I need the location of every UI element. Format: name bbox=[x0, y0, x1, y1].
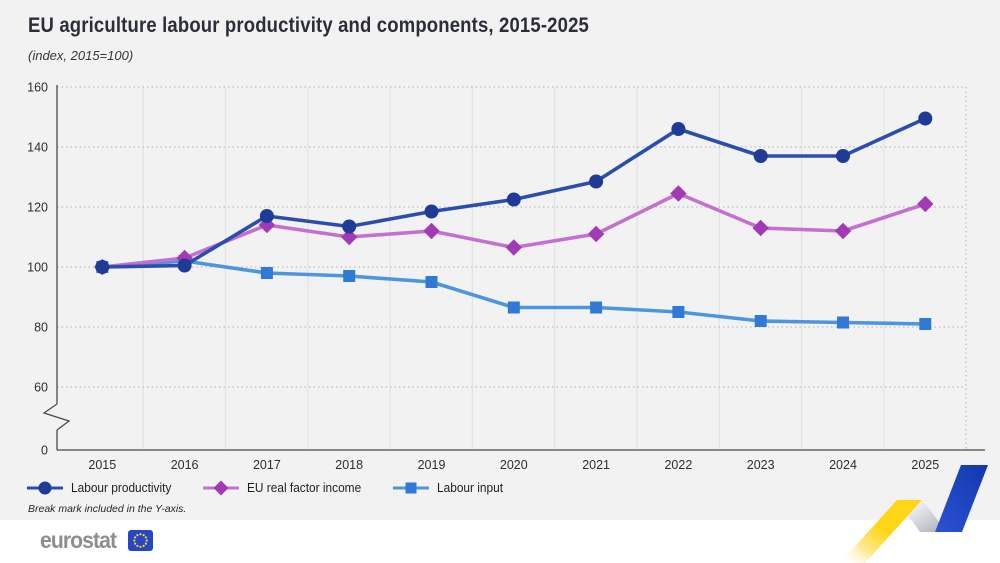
chart-legend: Labour productivity EU real factor income… bbox=[27, 480, 506, 496]
legend-marker-circle-icon bbox=[27, 481, 63, 495]
line-chart: 0 60 80 100 120 140 160 2015 2016 2017 2018 2019 202… bbox=[27, 81, 985, 472]
axes bbox=[42, 85, 985, 451]
data-point-square bbox=[919, 318, 932, 330]
legend-item-eu-real-factor-income: EU real factor income bbox=[202, 480, 367, 496]
chart-subtitle: (index, 2015=100) bbox=[28, 48, 134, 63]
x-tick-label: 2025 bbox=[911, 458, 939, 472]
eurostat-logo: eurostat bbox=[40, 527, 153, 554]
data-point-square bbox=[343, 270, 356, 282]
x-tick-label: 2022 bbox=[664, 458, 692, 472]
data-point-diamond bbox=[587, 225, 605, 243]
data-point-circle bbox=[424, 204, 439, 219]
legend-marker-square-icon bbox=[392, 482, 429, 494]
footnote: Break mark included in the Y-axis. bbox=[28, 503, 187, 515]
horizontal-gridlines bbox=[57, 86, 966, 388]
decorative-zigzag-ribbon bbox=[840, 465, 988, 563]
data-point-circle bbox=[342, 219, 357, 234]
y-axis-break-mark bbox=[42, 403, 71, 431]
legend-marker-diamond-icon bbox=[202, 480, 239, 496]
data-point-square bbox=[754, 315, 767, 327]
data-point-diamond bbox=[505, 239, 523, 256]
page-title: EU agriculture labour productivity and c… bbox=[28, 14, 589, 37]
data-point-diamond bbox=[670, 185, 687, 202]
legend-item-labour-input: Labour input bbox=[392, 480, 507, 496]
x-tick-label: 2020 bbox=[500, 458, 528, 472]
legend-label: Labour input bbox=[436, 481, 503, 495]
data-point-square bbox=[507, 301, 520, 314]
x-tick-label: 2024 bbox=[829, 458, 857, 472]
data-point-circle bbox=[918, 111, 933, 126]
series-labour-input bbox=[96, 255, 932, 330]
data-point-square bbox=[672, 306, 685, 318]
data-point-square bbox=[425, 276, 438, 288]
ribbon-blue-segment bbox=[935, 465, 988, 532]
data-point-circle bbox=[177, 258, 192, 273]
data-point-square bbox=[590, 301, 603, 314]
data-point-diamond bbox=[917, 195, 934, 213]
x-tick-label: 2023 bbox=[747, 458, 775, 472]
y-axis-labels: 0 60 80 100 120 140 160 bbox=[27, 81, 48, 458]
data-point-circle bbox=[506, 192, 521, 207]
y-tick-label: 80 bbox=[34, 321, 48, 335]
legend-item-labour-productivity: Labour productivity bbox=[27, 480, 177, 496]
y-tick-label: 100 bbox=[27, 261, 48, 275]
y-tick-label: 60 bbox=[34, 381, 48, 395]
eu-flag-stars bbox=[132, 533, 148, 548]
x-tick-label: 2017 bbox=[253, 458, 281, 472]
x-tick-label: 2015 bbox=[88, 458, 116, 472]
data-point-diamond bbox=[752, 219, 769, 237]
series-labour-productivity bbox=[95, 111, 933, 274]
y-tick-label: 140 bbox=[27, 141, 48, 155]
footer-bar bbox=[0, 520, 1000, 563]
data-point-circle bbox=[589, 174, 604, 189]
data-point-square bbox=[260, 267, 273, 279]
legend-label: EU real factor income bbox=[246, 481, 361, 495]
ribbon-yellow-segment bbox=[840, 500, 922, 563]
data-point-diamond bbox=[834, 222, 852, 240]
data-point-circle bbox=[753, 149, 768, 163]
data-point-circle bbox=[671, 122, 686, 136]
y-tick-label: 120 bbox=[27, 201, 48, 215]
data-point-circle bbox=[836, 149, 850, 163]
x-axis-labels: 2015 2016 2017 2018 2019 2020 2021 2022 2023 2024… bbox=[88, 458, 939, 472]
data-point-diamond bbox=[423, 222, 440, 240]
legend-label: Labour productivity bbox=[71, 481, 172, 495]
y-tick-label: 0 bbox=[41, 444, 48, 458]
x-tick-label: 2019 bbox=[418, 458, 446, 472]
y-tick-label: 160 bbox=[27, 81, 48, 95]
x-tick-label: 2021 bbox=[582, 458, 610, 472]
data-point-diamond bbox=[340, 228, 358, 246]
data-point-circle bbox=[259, 209, 274, 223]
vertical-gridlines bbox=[142, 87, 885, 449]
eurostat-logo-text: eurostat bbox=[40, 527, 117, 553]
data-point-square bbox=[837, 316, 849, 329]
data-point-circle bbox=[95, 260, 110, 274]
x-tick-label: 2018 bbox=[335, 458, 363, 472]
eu-flag-icon bbox=[127, 530, 153, 551]
x-tick-label: 2016 bbox=[171, 458, 199, 472]
